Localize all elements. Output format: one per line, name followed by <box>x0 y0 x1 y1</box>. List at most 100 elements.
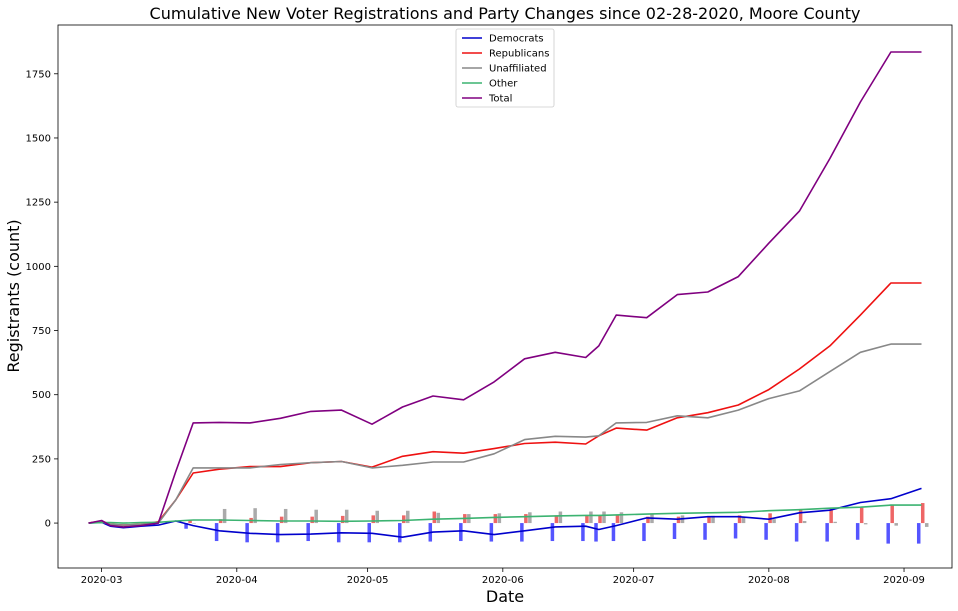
bar-unaffiliated <box>802 521 807 524</box>
x-tick-label: 2020-08 <box>748 575 790 586</box>
bar-unaffiliated <box>619 512 624 524</box>
chart-title: Cumulative New Voter Registrations and P… <box>150 4 861 23</box>
bar-unaffiliated <box>406 510 410 524</box>
bar-unaffiliated <box>741 516 746 524</box>
bar-democrats <box>306 523 310 542</box>
bar-unaffiliated <box>528 512 532 524</box>
bar-unaffiliated <box>314 509 318 524</box>
bar-unaffiliated <box>863 523 868 525</box>
bar-democrats <box>733 523 738 539</box>
lines-layer <box>88 51 922 539</box>
bar-democrats <box>611 523 616 542</box>
series-line-total <box>88 51 922 528</box>
bar-republicans <box>920 503 925 524</box>
legend-label: Democrats <box>489 34 544 45</box>
bar-democrats <box>825 523 829 542</box>
bar-democrats <box>214 523 219 542</box>
bar-republicans <box>218 519 223 524</box>
bar-unaffiliated <box>192 523 196 524</box>
bar-unaffiliated <box>589 511 593 524</box>
x-axis-ticks: 2020-03 2020-04 2020-05 2020-06 2020-07 2020-… <box>81 568 925 586</box>
bar-democrats <box>672 523 677 539</box>
y-tick-label: 1500 <box>26 133 51 144</box>
bar-democrats <box>642 523 646 542</box>
y-tick-label: 250 <box>32 454 51 465</box>
legend-label: Unaffiliated <box>489 64 547 75</box>
y-axis-label: Registrants (count) <box>4 219 23 372</box>
bar-democrats <box>398 523 402 543</box>
series-line-other <box>88 504 922 524</box>
bar-republicans <box>798 508 803 524</box>
x-tick-label: 2020-07 <box>613 575 655 586</box>
bar-republicans <box>598 515 602 524</box>
legend-label: Total <box>488 94 512 105</box>
bar-republicans <box>859 507 864 524</box>
bar-republicans <box>402 515 406 524</box>
y-axis-ticks: 0 250 500 750 1000 1250 1500 1750 <box>26 69 58 530</box>
x-axis-label: Date <box>486 587 524 606</box>
series-line-unaffiliated <box>88 343 922 526</box>
bar-republicans <box>646 516 650 524</box>
bar-democrats <box>489 523 494 542</box>
bar-republicans <box>371 515 375 524</box>
bar-democrats <box>794 523 799 542</box>
y-tick-label: 1000 <box>26 262 51 273</box>
bar-unaffiliated <box>602 511 606 524</box>
x-tick-label: 2020-03 <box>81 575 123 586</box>
bar-democrats <box>275 523 280 543</box>
bar-republicans <box>188 520 192 524</box>
bar-unaffiliated <box>375 510 379 524</box>
bar-democrats <box>703 523 707 540</box>
legend-label: Other <box>489 79 518 90</box>
bar-democrats <box>594 523 598 542</box>
bar-unaffiliated <box>253 508 257 524</box>
bar-republicans <box>737 515 742 524</box>
bar-unaffiliated <box>558 511 563 524</box>
bar-republicans <box>493 514 498 524</box>
legend: Democrats Republicans Unaffiliated Other Tot… <box>455 28 555 108</box>
bar-republicans <box>524 514 528 524</box>
bar-democrats <box>581 523 585 542</box>
bar-unaffiliated <box>222 508 227 524</box>
bar-republicans <box>340 515 345 524</box>
x-tick-label: 2020-04 <box>216 575 258 586</box>
y-tick-label: 750 <box>32 326 51 337</box>
bar-democrats <box>184 523 188 529</box>
bar-unaffiliated <box>711 515 715 524</box>
bar-unaffiliated <box>436 512 441 524</box>
bar-democrats <box>855 523 860 540</box>
y-tick-label: 0 <box>45 519 51 530</box>
series-line-democrats <box>88 487 922 539</box>
bar-democrats <box>459 523 463 542</box>
plot-area <box>57 24 953 569</box>
bar-republicans <box>585 515 589 524</box>
legend-label: Republicans <box>489 49 549 60</box>
bar-republicans <box>554 515 559 524</box>
bar-democrats <box>764 523 768 540</box>
x-tick-label: 2020-05 <box>347 575 389 586</box>
bar-democrats <box>886 523 890 544</box>
bar-republicans <box>615 515 620 524</box>
bar-republicans <box>829 508 833 524</box>
y-tick-label: 500 <box>32 390 51 401</box>
bar-democrats <box>550 523 555 542</box>
bar-republicans <box>432 511 437 524</box>
bar-unaffiliated <box>894 523 898 526</box>
x-tick-label: 2020-09 <box>883 575 925 586</box>
y-tick-label: 1750 <box>26 69 51 80</box>
bar-republicans <box>310 516 314 524</box>
bar-unaffiliated <box>344 509 349 524</box>
bar-unaffiliated <box>772 519 776 524</box>
bar-republicans <box>890 505 894 524</box>
bar-democrats <box>520 523 524 542</box>
bar-unaffiliated <box>283 508 288 524</box>
y-tick-label: 1250 <box>26 198 51 209</box>
bar-unaffiliated <box>833 521 837 524</box>
bar-republicans <box>707 516 711 524</box>
x-tick-label: 2020-06 <box>482 575 524 586</box>
bar-republicans <box>279 516 284 524</box>
bar-unaffiliated <box>924 523 929 527</box>
bar-unaffiliated <box>497 513 502 524</box>
bar-democrats <box>916 523 921 544</box>
